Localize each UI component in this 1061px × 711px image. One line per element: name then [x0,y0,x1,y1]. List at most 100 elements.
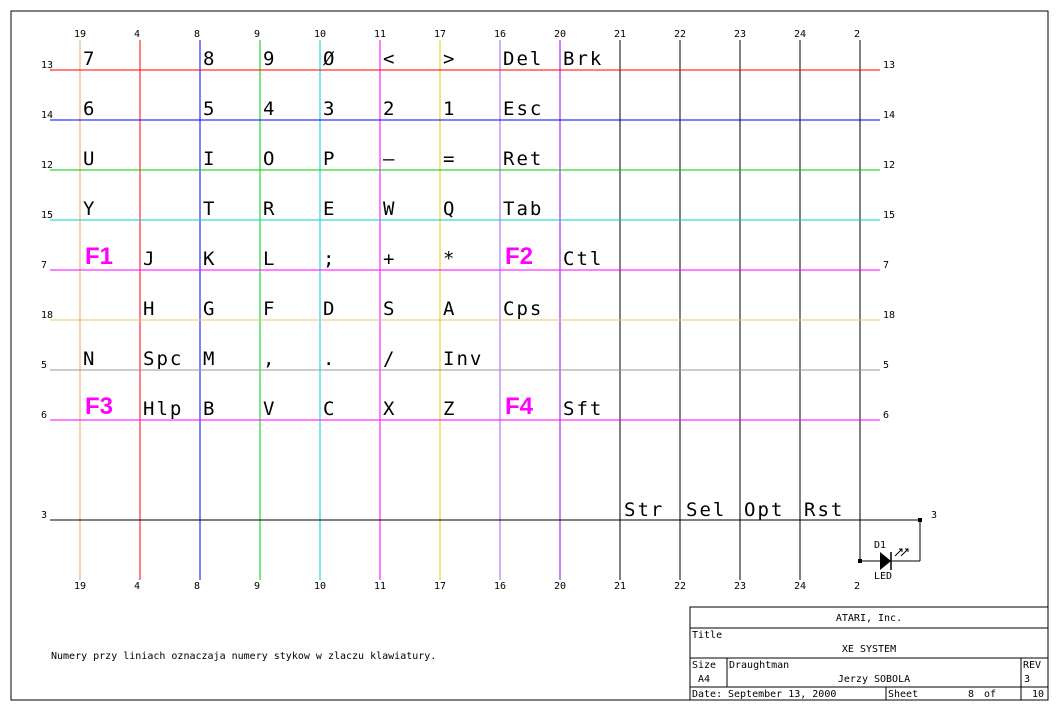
column-pin-top: 19 [74,29,86,40]
diode-symbol-icon [880,552,891,570]
key-label: = [443,148,456,170]
console-key-select: Sel [686,499,726,521]
console-keys: Str Sel Opt Rst [624,499,844,521]
row-pin-left: 5 [41,360,47,371]
led-node-right [918,518,922,522]
row-pin-left: 13 [41,60,53,71]
key-label: K [203,248,216,270]
row-pin-left: 7 [41,260,47,271]
sheet-label: Sheet [888,689,918,700]
key-label: Brk [563,48,603,70]
rev-value: 3 [1024,674,1030,685]
column-pin-top: 10 [314,29,326,40]
console-key-reset: Rst [804,499,844,521]
column-pin-top: 2 [854,29,860,40]
key-label: 1 [443,98,456,120]
sheet-total: 10 [1032,689,1044,700]
column-pin-bottom: 16 [494,581,506,592]
title-label: Title [692,630,722,641]
key-label: L [263,248,276,270]
console-key-option: Opt [744,499,784,521]
key-label: X [383,398,396,420]
key-label: < [383,48,396,70]
date-value: September 13, 2000 [728,689,836,700]
key-label: W [383,198,396,220]
key-label: Esc [503,98,543,120]
column-pin-bottom: 11 [374,581,386,592]
column-pin-bottom: 20 [554,581,566,592]
key-label: ; [323,248,336,270]
key-label: 9 [263,48,276,70]
column-pin-top: 17 [434,29,446,40]
date-label: Date: [692,689,722,700]
key-label: Q [443,198,456,220]
row-pin-right: 14 [883,110,895,121]
key-label: S [383,298,396,320]
key-label: * [443,248,456,270]
key-label: V [263,398,276,420]
key-label: / [383,348,396,370]
drawing-title: XE SYSTEM [842,644,896,655]
key-label: Ø [323,48,336,70]
pin-number-note: Numery przy liniach oznaczaja numery sty… [51,651,436,662]
column-pin-bottom: 4 [134,581,140,592]
key-label: F [263,298,276,320]
column-pin-bottom: 19 [74,581,86,592]
key-label: R [263,198,276,220]
row-pin-right: 18 [883,310,895,321]
row-pin-right: 13 [883,60,895,71]
key-label: 6 [83,98,96,120]
row-pin-left: 12 [41,160,53,171]
row-pin-left: 14 [41,110,53,121]
row-pin-right: 12 [883,160,895,171]
key-label: 8 [203,48,216,70]
key-label: E [323,198,336,220]
sheet-number: 8 [968,689,974,700]
key-label: 4 [263,98,276,120]
size-value: A4 [698,674,710,685]
key-label: 5 [203,98,216,120]
column-pin-bottom: 23 [734,581,746,592]
row-pin-right: 6 [883,410,889,421]
key-label: T [203,198,216,220]
key-label: + [383,248,396,270]
key-label: M [203,348,216,370]
key-label: Ctl [563,248,603,270]
led-reference: D1 [874,540,886,551]
column-pin-bottom: 17 [434,581,446,592]
column-pin-bottom: 24 [794,581,806,592]
key-label: P [323,148,336,170]
title-block-frame [689,606,1049,701]
key-label: Z [443,398,456,420]
key-label: Spc [143,348,183,370]
key-label: N [83,348,96,370]
column-pin-bottom: 22 [674,581,686,592]
column-pin-bottom: 21 [614,581,626,592]
key-label: B [203,398,216,420]
key-label: Cps [503,298,543,320]
column-pin-top: 23 [734,29,746,40]
column-pin-bottom: 9 [254,581,260,592]
led-node-left [858,559,862,563]
key-label: 2 [383,98,396,120]
function-key-f3: F3 [85,393,113,420]
column-pin-top: 21 [614,29,626,40]
key-label: Tab [503,198,543,220]
title-block: ATARI, Inc. Title XE SYSTEM Size A4 Drau… [689,606,1049,701]
key-label: J [143,248,156,270]
rev-label: REV [1023,660,1041,671]
key-label: Ret [503,148,543,170]
column-pin-top: 20 [554,29,566,40]
key-label: 7 [83,48,96,70]
light-emission-arrows-icon [894,548,909,557]
function-key-f4: F4 [505,393,534,420]
function-key-f1: F1 [85,243,113,270]
column-pin-top: 11 [374,29,386,40]
column-pin-top: 16 [494,29,506,40]
row-pin-left: 15 [41,210,53,221]
key-label: . [323,348,336,370]
key-label: H [143,298,156,320]
console-key-start: Str [624,499,664,521]
key-labels: 7 8 9 Ø < > Del Brk 6 5 4 3 2 1 Esc U I O P – = Ret Y T R E W Q Tab J… [83,48,603,420]
